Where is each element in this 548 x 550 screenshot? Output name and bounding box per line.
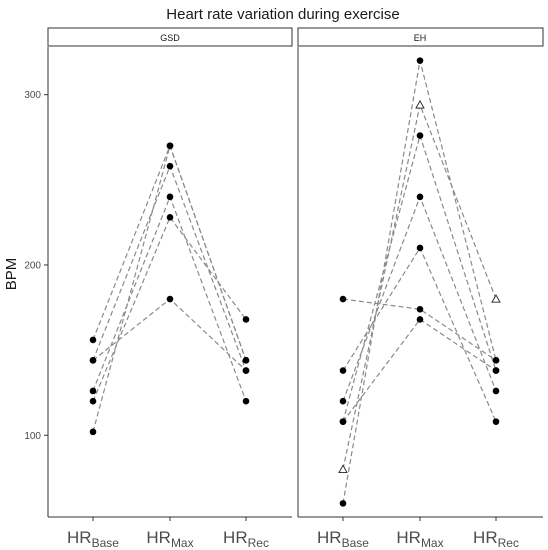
y-tick-label: 100 (24, 431, 41, 442)
series-line-eh-7 (342, 102, 497, 470)
data-point (89, 387, 97, 395)
data-point (416, 132, 424, 139)
data-point (166, 295, 174, 303)
x-tick-label: HRRec (473, 528, 519, 550)
data-point (416, 305, 424, 313)
strip-label-gsd: GSD (160, 33, 180, 43)
series-line-eh-2 (342, 133, 497, 422)
series-line-gsd-1 (92, 144, 247, 361)
data-point (416, 193, 424, 201)
data-point-triangle (338, 464, 348, 473)
data-point (339, 500, 347, 507)
data-point (492, 418, 500, 425)
data-point (89, 357, 97, 364)
data-point (242, 397, 250, 405)
data-point (166, 142, 174, 150)
x-tick-label: HRRec (223, 528, 269, 550)
data-point (339, 418, 347, 425)
series-line-eh-6 (342, 318, 497, 422)
y-axis-label: BPM (3, 258, 20, 291)
panel-plot-gsd: HRBase HRMax HRRec (48, 142, 292, 550)
data-point (242, 367, 250, 374)
data-point (339, 397, 347, 405)
strip-eh (297, 27, 544, 47)
x-tick-label: HRMax (396, 528, 443, 550)
data-point (339, 295, 347, 303)
series-line-eh-1 (342, 60, 497, 504)
series-line-eh-5 (342, 298, 497, 361)
x-tick-label: HRMax (146, 528, 193, 550)
data-point (166, 193, 174, 201)
panel-plot-eh: HRBase HRMax HRRec (297, 47, 543, 550)
data-point (242, 316, 250, 323)
chart-title: Heart rate variation during exercise (166, 6, 399, 23)
data-point (416, 244, 424, 252)
data-point (89, 428, 97, 436)
y-tick-label: 300 (24, 90, 41, 101)
series-line-eh-4 (342, 246, 497, 422)
y-tick-label: 200 (24, 260, 41, 271)
strip-gsd (47, 27, 293, 47)
data-point (89, 336, 97, 344)
data-point (339, 367, 347, 374)
data-point-triangle (415, 99, 425, 109)
data-point (492, 387, 500, 395)
panel-gsd: GSD (47, 27, 293, 47)
data-point (89, 397, 97, 405)
data-point (492, 367, 500, 374)
data-point (416, 57, 424, 64)
panel-eh: EH (297, 27, 544, 47)
data-point (492, 357, 500, 364)
data-point (416, 316, 424, 323)
data-point (166, 162, 174, 170)
data-point (242, 357, 250, 364)
strip-label-eh: EH (414, 33, 427, 43)
x-tick-label: HRBase (317, 528, 369, 550)
data-point-triangle (491, 294, 501, 303)
data-point (166, 213, 174, 221)
x-tick-label: HRBase (67, 528, 119, 550)
